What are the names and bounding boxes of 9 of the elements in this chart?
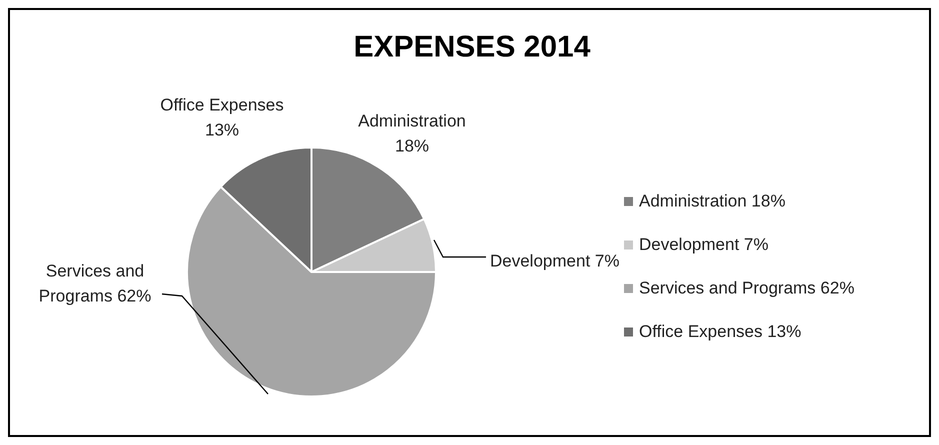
slice-label: Office Expenses 13% [160,96,284,140]
legend-label: Services and Programs 62% [639,278,854,298]
legend-label: Administration 18% [639,192,786,211]
slice-label: Administration 18% [358,112,466,156]
chart-title: EXPENSES 2014 [354,30,591,64]
slice-label: Development 7% [490,252,620,271]
slice-label: Services and Programs 62% [38,262,152,306]
legend-label: Office Expenses 13% [639,322,802,342]
legend-label: Development 7% [639,235,768,254]
